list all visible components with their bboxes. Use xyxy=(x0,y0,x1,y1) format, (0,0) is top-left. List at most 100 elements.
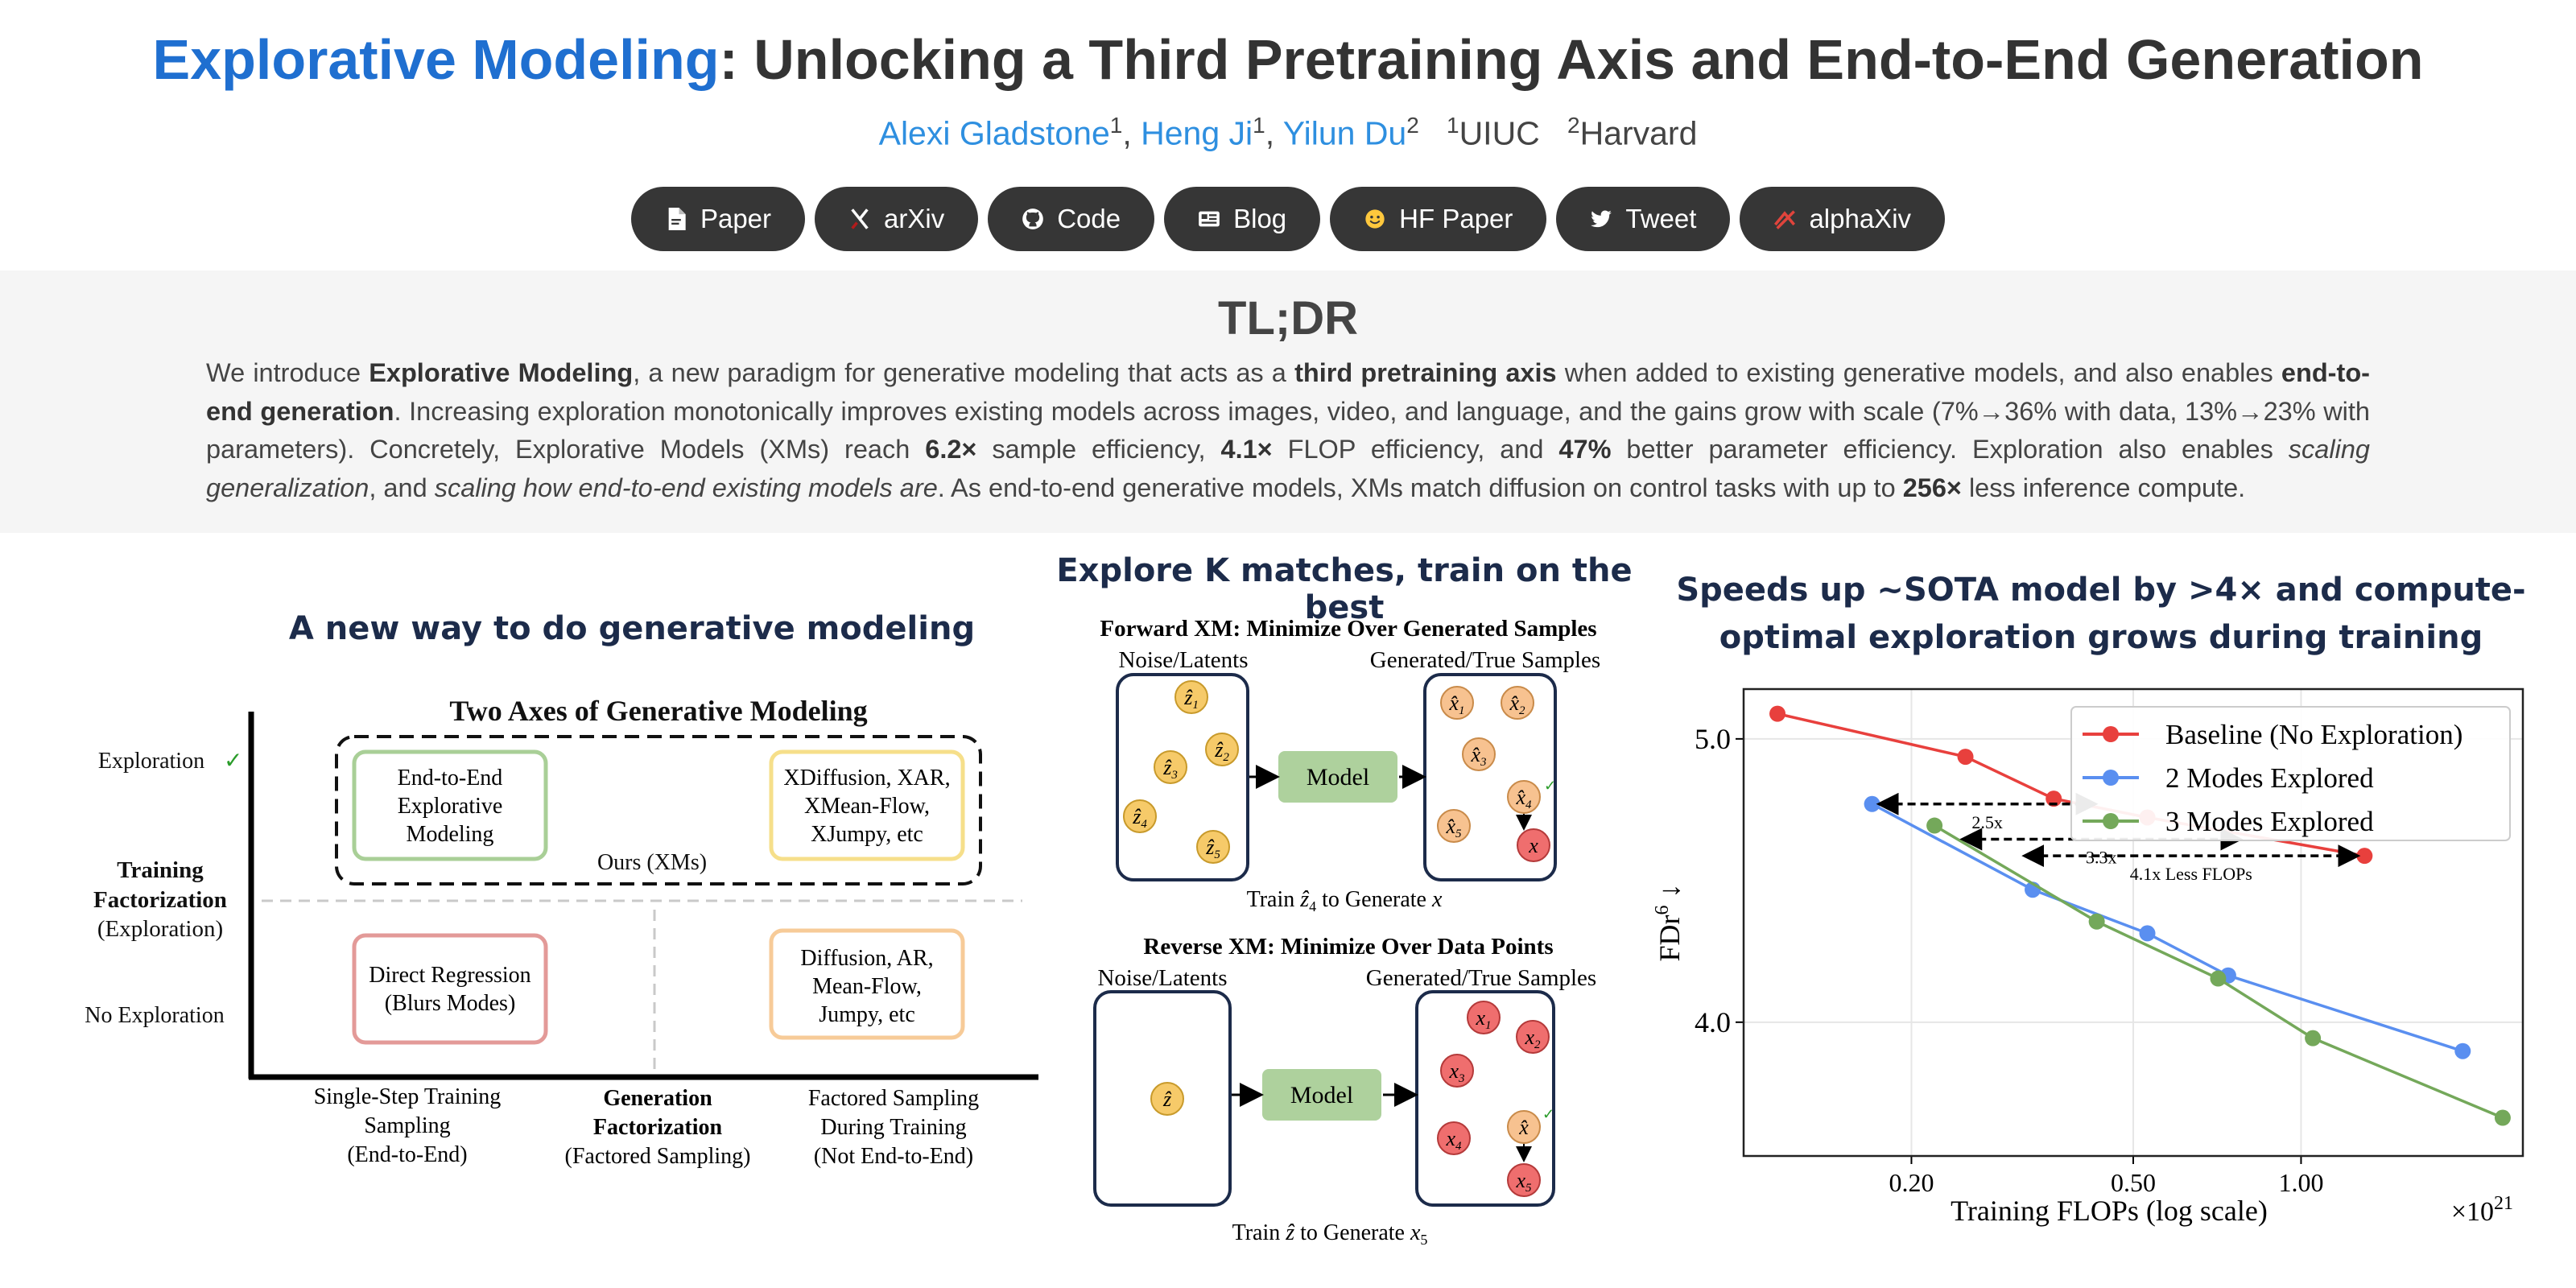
x-mid-bold-2: Factorization xyxy=(593,1115,723,1140)
data-point xyxy=(2356,848,2373,865)
code-button[interactable]: Code xyxy=(988,187,1155,251)
ours-xms-label: Ours (XMs) xyxy=(597,850,707,875)
tldr-segment: sample efficiency, xyxy=(976,435,1221,464)
e2e-line-2: Explorative xyxy=(398,794,503,819)
y-axis-bold-1: Training xyxy=(117,857,204,883)
data-point xyxy=(1864,795,1880,812)
tldr-segment: better parameter efficiency. Exploration… xyxy=(1611,435,2289,464)
legend-label: Baseline (No Exploration) xyxy=(2165,719,2462,750)
affil-mark: 1 xyxy=(1447,113,1459,138)
right-heading-line-1: Speeds up ~SOTA model by >4× and compute… xyxy=(1676,572,2526,609)
e2e-line-1: End-to-End xyxy=(398,766,503,791)
reverse-caption: Train ẑ to Generate x5 xyxy=(1232,1220,1428,1248)
tldr-segment: FLOP efficiency, and xyxy=(1272,435,1559,464)
ours-xms-group xyxy=(335,735,982,886)
data-point xyxy=(2454,1042,2471,1059)
title-accent: Explorative Modeling xyxy=(152,28,720,91)
arxiv-icon xyxy=(851,208,869,229)
tldr-segment: scaling how end-to-end existing models a… xyxy=(434,473,938,502)
x-right-2: During Training xyxy=(820,1115,966,1140)
data-point xyxy=(2088,913,2105,930)
x-multiplier-label: ×1021 xyxy=(2451,1193,2513,1227)
tldr-segment: . As end-to-end generative models, XMs m… xyxy=(937,473,1903,502)
data-point xyxy=(1957,749,1974,766)
x-tick-label: 1.00 xyxy=(2278,1168,2323,1197)
twitter-icon xyxy=(1591,210,1612,228)
reverse-noise-label: Noise/Latents xyxy=(1097,965,1227,991)
y-axis-no-exploration-label: No Exploration xyxy=(85,1003,224,1028)
x-left-2: Sampling xyxy=(364,1113,450,1138)
affiliation: Harvard xyxy=(1579,114,1698,152)
blog-button-label: Blog xyxy=(1233,204,1287,233)
tldr-segment: , and xyxy=(369,473,435,502)
x-mid-bold-1: Generation xyxy=(603,1086,712,1111)
y-axis-label: FDr6 ↓ xyxy=(1652,883,1686,961)
author-link[interactable]: Heng Ji xyxy=(1141,114,1253,152)
paper-button-label: Paper xyxy=(700,204,772,233)
tldr-segment: Explorative Modeling xyxy=(369,358,634,387)
page-title: Explorative Modeling: Unlocking a Third … xyxy=(0,27,2576,92)
svg-text:✓: ✓ xyxy=(1542,1106,1554,1122)
x-tick-label: 0.50 xyxy=(2111,1168,2156,1197)
tldr-segment: 6.2× xyxy=(925,435,977,464)
reverse-model-box xyxy=(1262,1069,1381,1121)
legend-label: 2 Modes Explored xyxy=(2165,762,2374,794)
xdiff-line-1: XDiffusion, XAR, xyxy=(783,766,950,791)
tweet-button-label: Tweet xyxy=(1625,204,1697,233)
pdf-icon xyxy=(668,208,686,230)
blog-button[interactable]: Blog xyxy=(1164,187,1321,251)
tldr-segment: end-to-end generation xyxy=(206,358,2370,426)
author-link[interactable]: Yilun Du xyxy=(1282,114,1407,152)
flops-chart: 0.20 0.50 1.00 4.0 5.0 2.5x 3.3x 4.1x Less FLOP… xyxy=(1652,687,2524,1227)
check-icon: ✓ xyxy=(224,749,242,774)
xdiff-line-2: XMean-Flow, xyxy=(804,794,930,819)
svg-text:✓: ✓ xyxy=(1544,778,1556,794)
alphaxiv-icon xyxy=(1774,210,1796,229)
data-point xyxy=(2139,925,2156,942)
forward-gen-label: Generated/True Samples xyxy=(1370,647,1600,673)
x-left-1: Single-Step Training xyxy=(314,1084,502,1109)
affil-mark: 2 xyxy=(1567,113,1580,138)
author-link[interactable]: Alexi Gladstone xyxy=(878,114,1110,152)
forward-samples: x̂1 x̂2 x̂3 x̂4 ✓ x̂5 x xyxy=(1437,686,1556,862)
arxiv-button[interactable]: arXiv xyxy=(815,187,979,251)
tldr-segment: 256× xyxy=(1902,473,1962,502)
paper-button[interactable]: Paper xyxy=(630,187,806,251)
legend-swatch-marker xyxy=(2103,770,2119,786)
direct-regression-box xyxy=(352,933,548,1045)
code-button-label: Code xyxy=(1057,204,1121,233)
huggingface-icon xyxy=(1365,209,1385,229)
alphaxiv-button[interactable]: alphaXiv xyxy=(1740,187,1946,251)
data-point xyxy=(2494,1109,2511,1126)
legend-label: 3 Modes Explored xyxy=(2165,806,2374,837)
diff-line-2: Mean-Flow, xyxy=(812,974,922,999)
tldr-segment: . Increasing exploration monotonically i… xyxy=(206,396,2370,464)
reverse-data-points: x1 x2 x3 x4 x̂ ✓ x5 xyxy=(1437,1001,1554,1197)
tldr-segment: 4.1× xyxy=(1220,435,1273,464)
diffusion-box xyxy=(769,928,965,1040)
right-panel-heading: Speeds up ~SOTA model by >4× and compute… xyxy=(1674,567,2528,662)
e2e-line-3: Modeling xyxy=(407,822,494,847)
hf-paper-button-label: HF Paper xyxy=(1399,204,1513,233)
tldr-segment: third pretraining axis xyxy=(1294,358,1557,387)
forward-model-box xyxy=(1278,751,1397,803)
tweet-button[interactable]: Tweet xyxy=(1556,187,1731,251)
xdiff-line-3: XJumpy, etc xyxy=(811,822,923,847)
annotation-label: 4.1x Less FLOPs xyxy=(2130,864,2252,884)
hf-paper-button[interactable]: HF Paper xyxy=(1330,187,1547,251)
affiliation: UIUC xyxy=(1459,114,1540,152)
diff-line-1: Diffusion, AR, xyxy=(800,946,933,971)
reverse-model-label: Model xyxy=(1290,1082,1353,1108)
link-button-row: Paper arXiv Code Blog HF Paper Tweet alp… xyxy=(0,187,2576,251)
tldr-segment: less inference compute. xyxy=(1961,473,2246,502)
plot-frame xyxy=(1742,687,2524,1158)
forward-model-label: Model xyxy=(1307,764,1369,791)
direct-line-2: (Blurs Modes) xyxy=(385,991,516,1016)
data-point xyxy=(1769,705,1786,722)
reverse-latent: ẑ xyxy=(1150,1082,1184,1116)
author-affil-mark: 2 xyxy=(1406,113,1419,138)
author-list: Alexi Gladstone1, Heng Ji1, Yilun Du2 1U… xyxy=(878,113,1698,152)
data-point xyxy=(2210,970,2227,987)
reverse-xm-title: Reverse XM: Minimize Over Data Points xyxy=(1143,934,1553,960)
author-affil-mark: 1 xyxy=(1109,113,1123,138)
